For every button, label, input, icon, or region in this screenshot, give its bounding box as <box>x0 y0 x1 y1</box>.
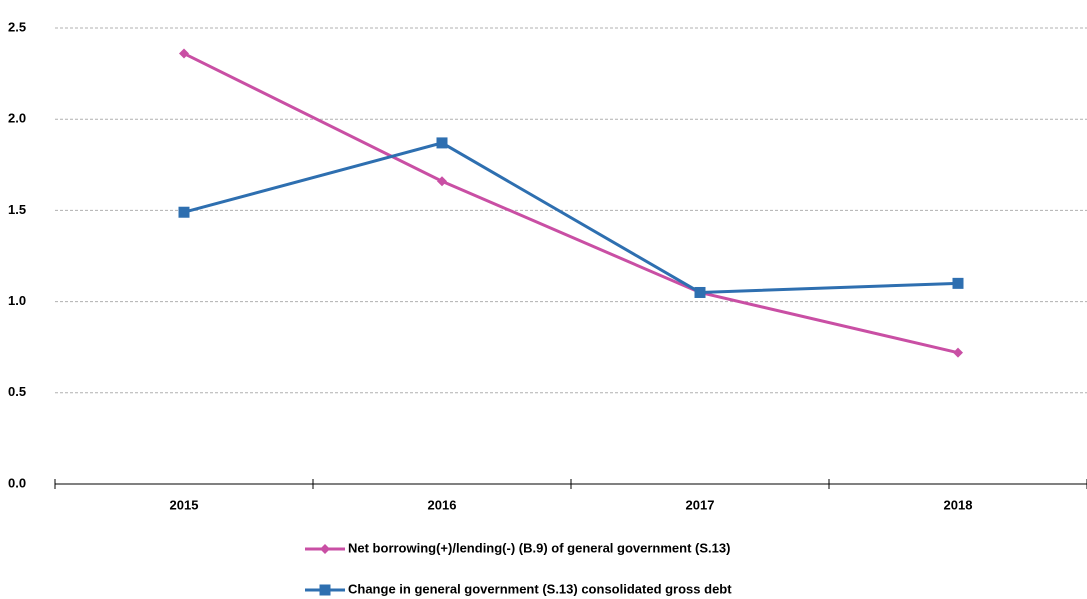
series-line <box>183 141 959 294</box>
marker <box>953 347 963 358</box>
legend-label: Change in general government (S.13) cons… <box>348 581 732 596</box>
x-tick-label: 2017 <box>686 497 715 512</box>
marker <box>179 48 189 59</box>
x-tick-label: 2015 <box>170 497 199 512</box>
x-tick-label: 2018 <box>944 497 973 512</box>
y-tick-label: 2.0 <box>8 111 26 126</box>
y-tick-label: 1.5 <box>8 202 26 217</box>
marker <box>178 206 190 218</box>
marker <box>320 544 330 554</box>
marker <box>319 584 331 596</box>
marker <box>437 176 447 187</box>
y-tick-label: 0.5 <box>8 384 26 399</box>
y-tick-label: 1.0 <box>8 293 26 308</box>
x-tick-label: 2016 <box>428 497 457 512</box>
marker <box>952 277 964 289</box>
marker <box>694 286 706 298</box>
marker <box>436 137 448 149</box>
y-tick-label: 2.5 <box>8 19 26 34</box>
y-tick-label: 0.0 <box>8 475 26 490</box>
legend-label: Net borrowing(+)/lending(-) (B.9) of gen… <box>348 540 730 555</box>
series-line <box>183 52 959 355</box>
